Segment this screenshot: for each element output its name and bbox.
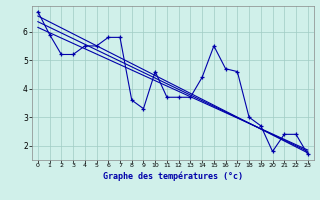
X-axis label: Graphe des températures (°c): Graphe des températures (°c): [103, 171, 243, 181]
